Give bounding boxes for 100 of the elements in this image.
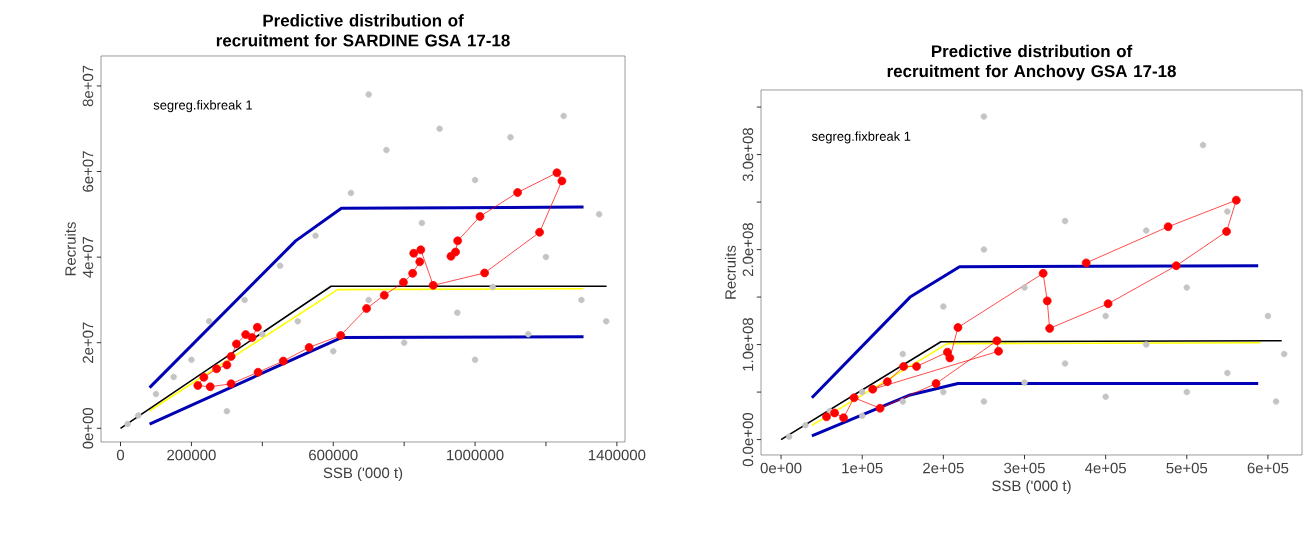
- y-axis-title: Recruits: [64, 222, 76, 276]
- point: [205, 318, 213, 325]
- point: [899, 362, 908, 371]
- point: [365, 91, 372, 98]
- point: [436, 125, 443, 132]
- point: [822, 412, 831, 422]
- point: [899, 350, 906, 358]
- point: [471, 356, 479, 364]
- point: [1280, 350, 1288, 358]
- point: [480, 268, 489, 278]
- point: [1045, 324, 1054, 333]
- y-tick-label: 8e+07: [82, 65, 94, 107]
- point: [1102, 312, 1109, 320]
- point: [899, 398, 906, 405]
- point: [1231, 195, 1241, 205]
- point: [992, 336, 1002, 346]
- point: [241, 296, 248, 304]
- y-tick-label: 4e+07: [82, 236, 94, 278]
- point: [507, 134, 514, 141]
- point: [802, 422, 809, 429]
- point: [1042, 296, 1052, 306]
- point: [1143, 227, 1150, 234]
- point: [475, 212, 485, 221]
- point: [223, 407, 231, 415]
- point: [1021, 284, 1028, 291]
- point: [152, 390, 160, 398]
- x-tick-label: 3e+05: [1004, 462, 1045, 474]
- point: [1272, 398, 1280, 405]
- point: [542, 253, 550, 261]
- point: [931, 379, 941, 388]
- point: [278, 356, 288, 366]
- point: [362, 304, 371, 313]
- point: [188, 356, 195, 364]
- point: [1222, 227, 1231, 236]
- point: [428, 281, 438, 290]
- point: [785, 433, 793, 440]
- point: [193, 381, 203, 390]
- point: [489, 283, 496, 291]
- point: [945, 353, 955, 363]
- point: [409, 248, 419, 258]
- point: [454, 309, 461, 316]
- x-tick-label: 4e+05: [1085, 462, 1126, 474]
- point: [247, 333, 257, 342]
- point: [205, 382, 215, 392]
- chart-title: Predictive distribution of recruitment for SARDINE GSA 17-18: [216, 14, 510, 47]
- point: [418, 219, 426, 227]
- point: [1081, 258, 1091, 268]
- point: [135, 412, 142, 419]
- point: [578, 296, 585, 304]
- point: [513, 188, 522, 197]
- point: [980, 398, 988, 405]
- point: [1038, 268, 1048, 278]
- point: [940, 303, 947, 310]
- point: [446, 251, 456, 261]
- point: [453, 236, 463, 246]
- line-series: [148, 205, 586, 390]
- point: [1163, 222, 1173, 232]
- point: [1183, 388, 1190, 396]
- point: [980, 113, 988, 120]
- point: [294, 318, 301, 325]
- point: [1061, 360, 1069, 367]
- point: [1021, 379, 1028, 386]
- point: [525, 330, 532, 338]
- x-tick-label: 1e+05: [842, 462, 883, 474]
- y-tick-label: 2.0e+08: [742, 223, 754, 277]
- x-axis-title: SSB ('000 t): [323, 467, 403, 482]
- point: [859, 412, 866, 420]
- x-tick-label: 0: [116, 449, 125, 461]
- x-tick-label: 6e+05: [1247, 462, 1289, 474]
- annotation: segreg.fixbreak 1: [153, 100, 252, 113]
- point: [241, 330, 251, 339]
- x-tick-label: 1000000: [447, 449, 504, 461]
- point: [471, 176, 479, 184]
- point: [232, 339, 241, 349]
- point: [259, 330, 266, 338]
- point: [1143, 341, 1150, 348]
- annotation: segreg.fixbreak 1: [811, 131, 911, 144]
- point: [304, 343, 314, 352]
- y-tick-label: 3.0e+08: [742, 128, 754, 182]
- point: [830, 408, 839, 418]
- point: [253, 367, 263, 377]
- x-tick-label: 1400000: [588, 449, 646, 461]
- point: [212, 364, 221, 374]
- point: [953, 323, 963, 332]
- point: [199, 373, 209, 382]
- point: [1183, 284, 1190, 291]
- point: [1103, 299, 1113, 309]
- point: [226, 352, 236, 361]
- x-tick-label: 600000: [309, 449, 358, 461]
- point: [552, 168, 562, 178]
- point: [1224, 208, 1231, 215]
- point: [253, 322, 262, 332]
- point: [365, 296, 372, 304]
- point: [1171, 261, 1181, 271]
- point: [399, 278, 408, 287]
- point: [408, 269, 417, 278]
- point: [883, 377, 892, 386]
- x-tick-label: 5e+05: [1166, 462, 1208, 474]
- point: [347, 189, 355, 197]
- point: [603, 318, 610, 325]
